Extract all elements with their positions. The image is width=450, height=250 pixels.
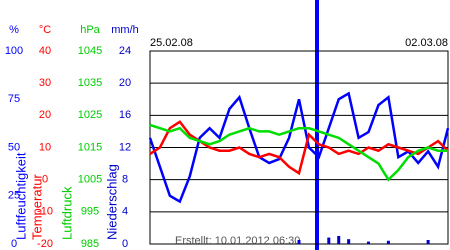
- y-tick-label: 30: [39, 77, 51, 89]
- x-label: 02.03.08: [405, 37, 448, 49]
- axis-name: Niederschlag: [104, 164, 119, 240]
- precip-bar: [337, 235, 341, 244]
- axis-name: Luftdruck: [59, 186, 74, 240]
- created-stamp: Erstellt: 10.01.2012 06:30: [175, 235, 300, 247]
- y-tick-label: 985: [81, 238, 99, 250]
- y-tick-label: 1045: [78, 45, 102, 57]
- y-tick-label: 1025: [78, 109, 102, 121]
- x-label: 25.02.08: [150, 37, 193, 49]
- y-tick-label: 100: [5, 45, 23, 57]
- precip-bar: [297, 239, 301, 244]
- y-tick-label: 40: [39, 45, 51, 57]
- precip-bar: [426, 239, 430, 244]
- axis-unit: °C: [39, 24, 51, 36]
- y-tick-label: 0: [11, 238, 17, 250]
- y-tick-label: -10: [37, 206, 53, 218]
- precip-bar: [367, 241, 371, 244]
- y-tick-label: 10: [39, 141, 51, 153]
- y-tick-label: 1005: [78, 174, 102, 186]
- y-tick-label: 1035: [78, 77, 102, 89]
- y-tick-label: 0: [122, 238, 128, 250]
- series-line: [148, 91, 450, 204]
- y-tick-label: 24: [119, 45, 131, 57]
- series-line: [149, 123, 448, 182]
- y-tick-label: 50: [8, 141, 20, 153]
- y-tick-label: 20: [119, 77, 131, 89]
- y-tick-label: 4: [122, 206, 128, 218]
- axis-unit: hPa: [80, 24, 100, 36]
- y-tick-label: -20: [37, 238, 53, 250]
- axis-unit: %: [9, 24, 19, 36]
- axis-name: Luftfeuchtigkeit: [13, 152, 28, 240]
- y-tick-label: 25: [8, 190, 20, 202]
- axis-unit: mm/h: [111, 24, 139, 36]
- precip-bar: [327, 237, 331, 244]
- axis-name: Temperatur: [29, 174, 44, 240]
- precip-bar: [386, 240, 390, 244]
- y-tick-label: 995: [81, 206, 99, 218]
- precip-bar: [347, 239, 351, 244]
- y-tick-label: 8: [122, 174, 128, 186]
- y-tick-label: 16: [119, 109, 131, 121]
- y-tick-label: 12: [119, 141, 131, 153]
- y-tick-label: 0: [42, 174, 48, 186]
- y-tick-label: 20: [39, 109, 51, 121]
- y-tick-label: 1015: [78, 141, 102, 153]
- y-tick-label: 75: [8, 93, 20, 105]
